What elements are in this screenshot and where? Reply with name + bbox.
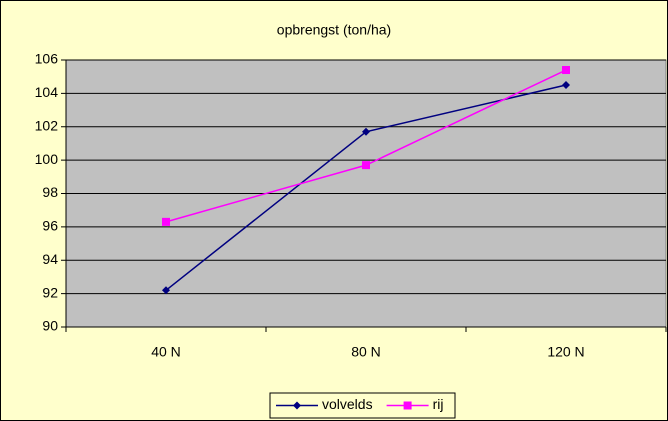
data-point <box>362 127 370 136</box>
y-tick-label: 100 <box>35 151 59 167</box>
data-point <box>362 161 370 170</box>
y-tick-label: 102 <box>35 117 59 133</box>
y-tick-label: 96 <box>42 218 58 234</box>
data-point <box>162 286 170 295</box>
data-point <box>162 217 170 226</box>
y-tick-label: 98 <box>42 184 58 200</box>
data-point <box>562 81 570 90</box>
x-tick-label: 120 N <box>547 344 584 360</box>
x-tick-label: 80 N <box>351 344 381 360</box>
y-tick-label: 92 <box>42 284 58 300</box>
y-tick-label: 106 <box>35 51 59 67</box>
x-tick-label: 40 N <box>151 344 181 360</box>
legend-label: volvelds <box>322 396 373 412</box>
legend-marker <box>293 401 301 410</box>
y-tick-label: 90 <box>42 318 58 334</box>
chart-title: opbrengst (ton/ha) <box>277 22 391 38</box>
legend-label: rij <box>433 396 444 412</box>
data-point <box>562 66 570 75</box>
y-tick-label: 104 <box>35 84 59 100</box>
legend-marker <box>403 401 412 410</box>
y-tick-label: 94 <box>42 251 58 267</box>
